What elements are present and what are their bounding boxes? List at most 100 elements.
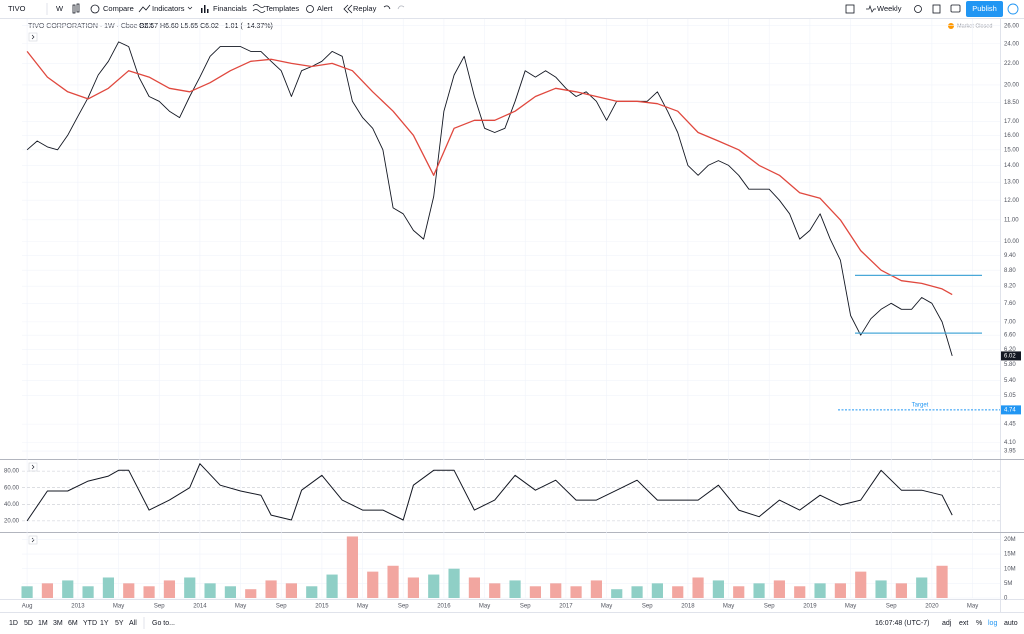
financials-button[interactable]: Financials xyxy=(213,4,247,13)
range-button[interactable]: 1M xyxy=(38,620,48,627)
y-tick-label: 0 xyxy=(1004,596,1008,602)
axis-option[interactable]: adj xyxy=(942,620,952,627)
indicators-button[interactable]: Indicators xyxy=(152,4,185,13)
volume-bar xyxy=(428,574,440,598)
y-tick-label: 5M xyxy=(1004,581,1012,587)
publish-label[interactable]: Publish xyxy=(972,4,997,13)
range-button[interactable]: 6M xyxy=(68,620,78,627)
volume-bar xyxy=(82,586,94,598)
clock: 16:07:48 (UTC-7) xyxy=(875,620,929,627)
volume-bar xyxy=(814,583,826,598)
redo-button[interactable] xyxy=(397,5,405,10)
y-tick-label: 7.60 xyxy=(1004,301,1016,307)
y-tick-label: 22.00 xyxy=(1004,61,1020,67)
chart-style-icon[interactable] xyxy=(72,3,80,14)
volume-bar xyxy=(712,580,724,598)
y-tick-label: 13.00 xyxy=(1004,180,1020,186)
alert-button[interactable]: Alert xyxy=(317,4,333,13)
compare-button[interactable]: Compare xyxy=(103,4,134,13)
volume-bar xyxy=(651,583,663,598)
y-tick-label: 5.40 xyxy=(1004,378,1016,384)
y-tick-label: 8.20 xyxy=(1004,284,1016,290)
templates-button[interactable]: Templates xyxy=(265,4,299,13)
volume-bar xyxy=(123,583,135,598)
moving-average-line xyxy=(26,50,953,296)
interval[interactable]: W xyxy=(56,4,64,13)
collapse-button[interactable] xyxy=(28,462,38,472)
volume-bar xyxy=(265,580,277,598)
replay-play-button[interactable] xyxy=(1007,3,1019,15)
bottom-bar xyxy=(0,612,1024,634)
publish-button[interactable] xyxy=(966,1,1003,17)
x-tick-label: 2014 xyxy=(193,604,207,610)
target-price-label: 4.74 xyxy=(1004,407,1016,413)
price-line xyxy=(26,41,953,357)
replay-icon[interactable] xyxy=(343,4,353,14)
indicators-icon[interactable] xyxy=(138,4,151,13)
volume-bar xyxy=(468,577,480,598)
x-tick-label: Sep xyxy=(764,604,775,610)
settings-button[interactable] xyxy=(914,5,922,13)
legend-title: TIVO CORPORATION · 1W · Cboe BZX xyxy=(28,23,153,30)
legend-ohlc: O6.57 H6.60 L5.65 C6.02 −1.01 (−14.37%) xyxy=(139,23,273,30)
range-button[interactable]: 1Y xyxy=(100,620,109,627)
volume-bar xyxy=(448,568,460,598)
range-button[interactable]: 5D xyxy=(24,620,33,627)
x-tick-label: Sep xyxy=(276,604,287,610)
goto-button[interactable]: Go to... xyxy=(152,620,175,627)
range-button[interactable]: 3M xyxy=(53,620,63,627)
range-button[interactable]: YTD xyxy=(83,620,97,627)
volume-bar xyxy=(143,586,155,598)
axis-option[interactable]: log xyxy=(988,620,997,627)
range-button[interactable]: All xyxy=(129,620,137,627)
alert-icon[interactable] xyxy=(306,5,314,13)
volume-bar xyxy=(509,580,521,598)
volume-bar xyxy=(733,586,745,598)
financials-icon[interactable] xyxy=(201,5,209,13)
volume-bar xyxy=(672,586,684,598)
bottom-controls: 1D 5D 1M 3M 6M YTD 1Y 5Y All Go to... 16:07:48 (UT… xyxy=(9,617,1018,629)
target-price-badge xyxy=(1001,405,1021,415)
y-tick-label: 20.00 xyxy=(1004,82,1020,88)
compare-icon[interactable] xyxy=(90,4,100,14)
templates-icon[interactable] xyxy=(252,4,266,13)
volume-bar xyxy=(916,577,928,598)
volume-bar xyxy=(936,565,948,598)
axis-option[interactable]: % xyxy=(976,620,982,627)
range-button[interactable]: 5Y xyxy=(115,620,124,627)
symbol[interactable]: TIVO xyxy=(8,4,26,13)
x-tick-label: May xyxy=(845,604,856,610)
range-button[interactable]: 1D xyxy=(9,620,18,627)
volume-bar xyxy=(550,583,562,598)
dropdown-icon[interactable] xyxy=(187,6,193,10)
collapse-button[interactable] xyxy=(28,32,38,42)
y-tick-label: 26.00 xyxy=(1004,23,1020,29)
x-tick-label: 2020 xyxy=(925,604,939,610)
axis-option[interactable]: auto xyxy=(1004,620,1018,627)
snapshot-button[interactable] xyxy=(950,4,961,13)
timeframe-select[interactable]: Weekly xyxy=(877,4,902,13)
timeframe-icon[interactable] xyxy=(866,4,876,13)
volume-bar xyxy=(407,577,419,598)
x-tick-label: 2013 xyxy=(71,604,85,610)
target-label: Target xyxy=(912,402,929,408)
rsi-line xyxy=(26,463,953,522)
y-tick-label: 11.00 xyxy=(1004,217,1019,223)
y-tick-label: 5.05 xyxy=(1004,393,1016,399)
undo-button[interactable] xyxy=(383,5,391,10)
volume-bar xyxy=(326,574,338,598)
layout-button[interactable] xyxy=(845,4,855,14)
y-tick-label: 20.00 xyxy=(4,518,20,524)
y-tick-label: 10M xyxy=(1004,566,1016,572)
fullscreen-button[interactable] xyxy=(932,4,941,14)
y-tick-label: 5.80 xyxy=(1004,362,1016,368)
replay-button[interactable]: Replay xyxy=(353,4,377,13)
volume-bar xyxy=(631,586,643,598)
y-tick-label: 40.00 xyxy=(4,502,20,508)
y-tick-label: 4.45 xyxy=(1004,422,1016,428)
market-status-icon xyxy=(948,23,954,29)
axis-option[interactable]: ext xyxy=(959,620,968,627)
collapse-button[interactable] xyxy=(28,535,38,545)
y-tick-label: 17.00 xyxy=(1004,119,1020,125)
